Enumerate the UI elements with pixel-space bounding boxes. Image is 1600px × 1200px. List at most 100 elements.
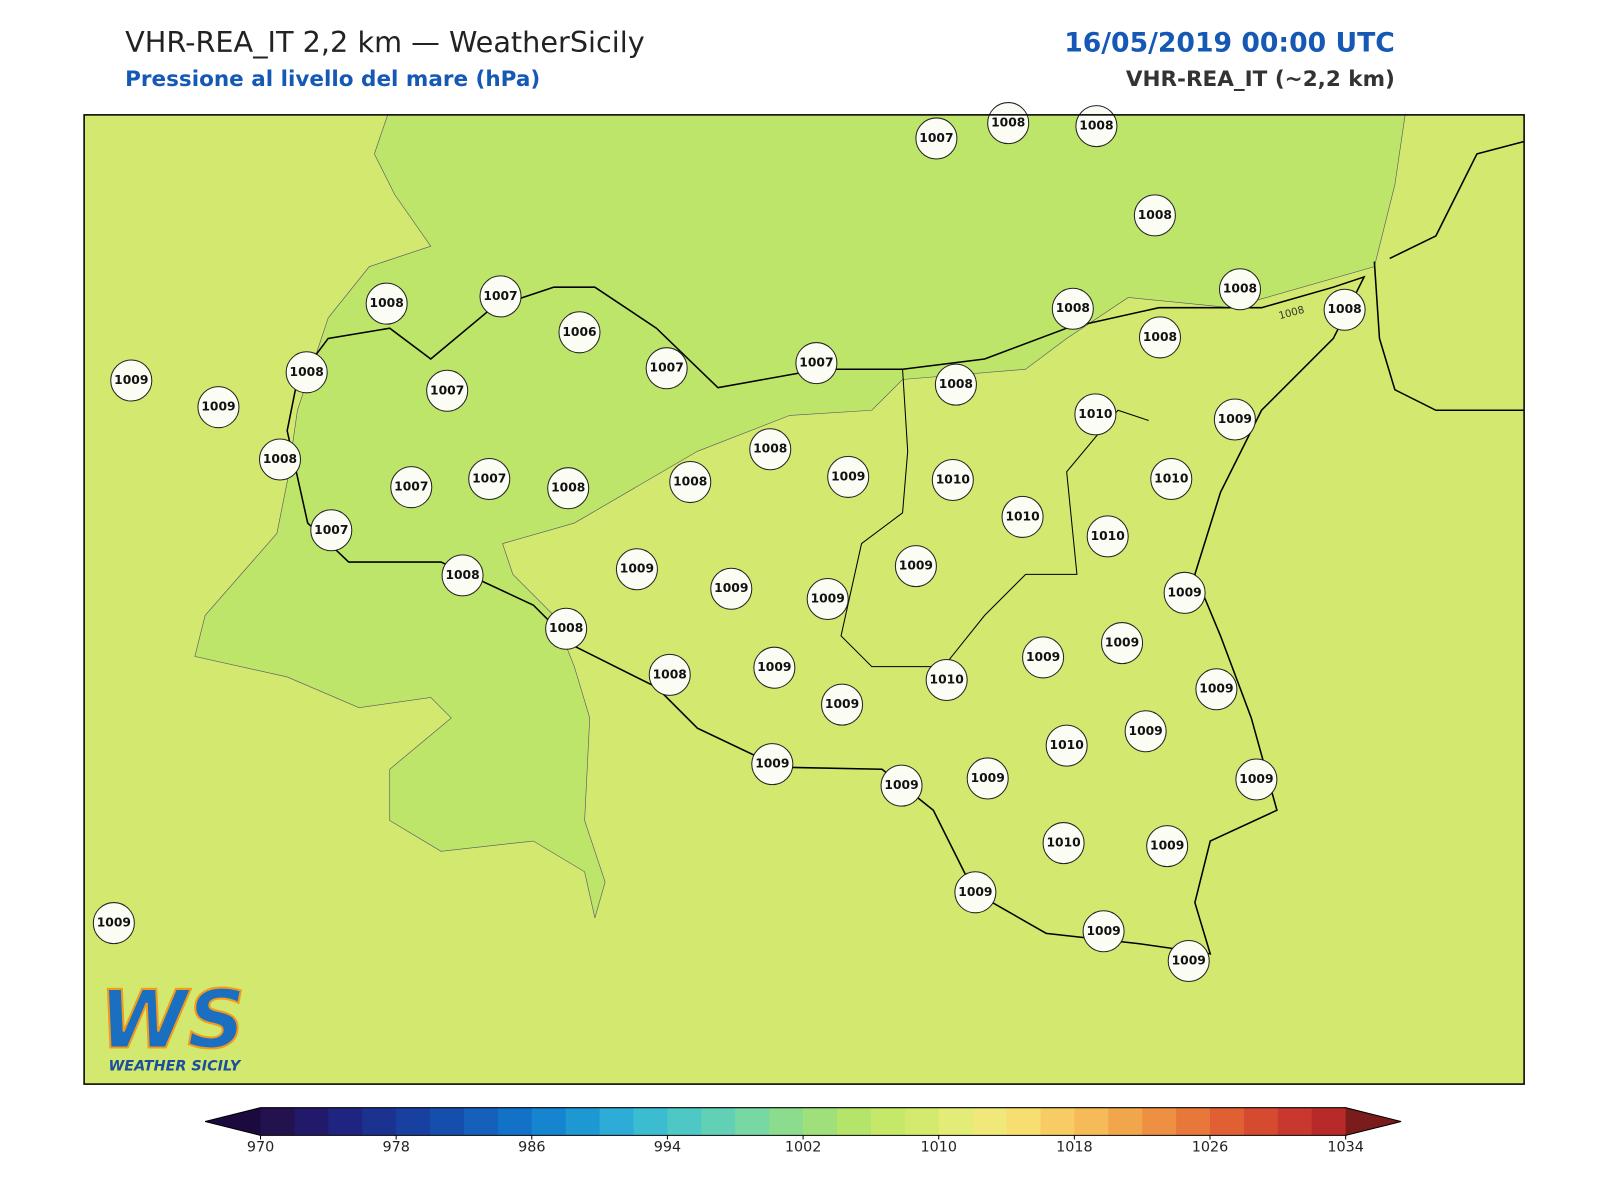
colorbar-bin bbox=[362, 1107, 397, 1136]
colorbar-bin bbox=[972, 1107, 1008, 1136]
station-marker bbox=[1213, 398, 1256, 441]
station-value: 1009 bbox=[1105, 636, 1139, 650]
colorbar-under bbox=[205, 1107, 261, 1136]
colorbar-tick-label: 1034 bbox=[1327, 1140, 1364, 1156]
station-marker bbox=[806, 577, 849, 620]
station-value: 1010 bbox=[1091, 529, 1125, 543]
station-value: 1009 bbox=[825, 697, 859, 711]
station-marker bbox=[1150, 457, 1193, 500]
station-value: 1008 bbox=[1327, 302, 1361, 316]
colorbar-bin bbox=[531, 1107, 567, 1136]
station-marker bbox=[110, 359, 153, 402]
station-value: 1008 bbox=[290, 365, 324, 379]
station-marker bbox=[197, 386, 240, 429]
station-value: 1009 bbox=[1086, 924, 1120, 938]
station-marker bbox=[1133, 194, 1176, 237]
station-value: 1008 bbox=[1056, 301, 1090, 315]
station-value: 1009 bbox=[1172, 954, 1206, 968]
station-value: 1009 bbox=[97, 916, 131, 930]
station-value: 1008 bbox=[653, 667, 687, 681]
colorbar-bin bbox=[1311, 1107, 1347, 1136]
station-marker bbox=[880, 764, 923, 807]
colorbar-tick-label: 1002 bbox=[785, 1140, 822, 1156]
station-marker bbox=[987, 102, 1030, 145]
colorbar-bin bbox=[938, 1107, 974, 1136]
colorbar-bin bbox=[836, 1107, 872, 1136]
station-marker bbox=[92, 902, 135, 945]
station-marker bbox=[821, 683, 864, 726]
station-marker bbox=[1138, 316, 1182, 359]
station-marker bbox=[310, 509, 353, 552]
station-value: 1007 bbox=[919, 131, 953, 145]
colorbar-bin bbox=[1006, 1107, 1041, 1136]
station-marker bbox=[1075, 105, 1118, 148]
station-value: 1009 bbox=[811, 591, 845, 605]
station-value: 1009 bbox=[1150, 839, 1184, 853]
station-value: 1009 bbox=[755, 757, 789, 771]
station-value: 1010 bbox=[1005, 509, 1039, 523]
station-value: 1007 bbox=[799, 356, 833, 370]
station-marker bbox=[795, 342, 838, 385]
station-marker bbox=[426, 369, 469, 412]
station-value: 1010 bbox=[1078, 407, 1112, 421]
station-marker bbox=[645, 347, 688, 390]
colorbar-bin bbox=[463, 1107, 499, 1136]
station-marker bbox=[749, 428, 792, 471]
colorbar-tick-label: 978 bbox=[382, 1140, 409, 1156]
station-marker bbox=[827, 455, 870, 498]
station-value: 1008 bbox=[991, 116, 1025, 130]
colorbar-bin bbox=[430, 1107, 465, 1136]
station-value: 1009 bbox=[831, 469, 865, 483]
station-value: 1009 bbox=[1239, 772, 1273, 786]
station-marker bbox=[441, 554, 484, 597]
station-value: 1008 bbox=[445, 568, 479, 582]
colorbar-tick-label: 1026 bbox=[1192, 1140, 1229, 1156]
colorbar-bin bbox=[667, 1107, 702, 1136]
station-marker bbox=[925, 658, 968, 702]
station-value: 1007 bbox=[483, 289, 517, 303]
colorbar-bin bbox=[1210, 1107, 1245, 1136]
station-marker bbox=[753, 646, 796, 689]
station-value: 1009 bbox=[1199, 682, 1233, 696]
station-marker bbox=[1042, 822, 1085, 865]
subtitle: Pressione al livello del mare (hPa) bbox=[125, 67, 540, 92]
mainland-coast bbox=[1389, 140, 1525, 260]
station-marker bbox=[1045, 724, 1088, 767]
station-marker bbox=[468, 457, 511, 500]
logo: WS WEATHER SICILY bbox=[98, 973, 246, 1075]
station-marker bbox=[258, 438, 302, 481]
station-marker bbox=[285, 351, 328, 394]
date: 16/05/2019 00:00 UTC bbox=[1064, 28, 1395, 59]
station-value: 1007 bbox=[472, 471, 506, 485]
station-value: 1007 bbox=[314, 523, 348, 537]
station-marker bbox=[545, 607, 588, 650]
station-marker bbox=[954, 871, 997, 914]
colorbar-bin bbox=[701, 1107, 736, 1136]
station-value: 1009 bbox=[714, 581, 748, 595]
station-marker bbox=[1001, 495, 1044, 538]
colorbar: 970 978 986 994 1002 1010 1018 1026 1034 bbox=[205, 1107, 1402, 1156]
station-marker bbox=[894, 545, 937, 588]
station-value: 1007 bbox=[650, 361, 684, 375]
station-marker bbox=[1235, 758, 1278, 801]
map: 1008 1007 1008 1008 1008 1008 1008 1008 1008 1008… bbox=[83, 102, 1525, 1085]
station-marker bbox=[931, 458, 974, 502]
station-value: 1009 bbox=[884, 778, 918, 792]
logo-text: WEATHER SICILY bbox=[108, 1059, 241, 1075]
station-value: 1008 bbox=[1079, 119, 1113, 133]
station-value: 1008 bbox=[939, 377, 973, 391]
colorbar-bin bbox=[1108, 1107, 1143, 1136]
station-marker bbox=[915, 117, 958, 160]
station-value: 1006 bbox=[562, 325, 596, 339]
colorbar-bin bbox=[1074, 1107, 1109, 1136]
station-marker bbox=[1146, 825, 1189, 868]
station-value: 1008 bbox=[549, 621, 583, 635]
colorbar-tick-label: 994 bbox=[654, 1140, 681, 1156]
station-value: 1009 bbox=[1218, 412, 1252, 426]
station-value: 1008 bbox=[263, 452, 297, 466]
colorbar-bin bbox=[599, 1107, 635, 1136]
colorbar-bin bbox=[396, 1107, 431, 1136]
station-value: 1009 bbox=[958, 885, 992, 899]
